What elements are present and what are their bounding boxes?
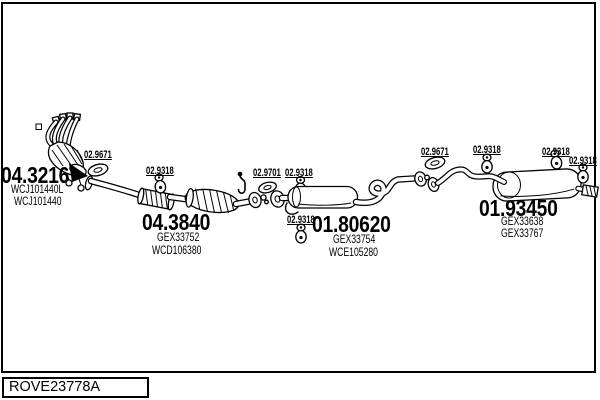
manifold-gasket-icon — [87, 163, 109, 177]
fitting-number-rear-hanger-3[interactable]: 02.9318 — [569, 155, 597, 167]
centre-gasket-icon — [258, 181, 277, 194]
rear-hanger-2-icon — [550, 149, 563, 170]
part-ref-catalyst-2: WCD106380 — [152, 243, 202, 257]
fitting-number-centre-gasket[interactable]: 02.9701 — [253, 167, 281, 179]
fitting-number-front-hanger[interactable]: 02.9318 — [146, 165, 174, 177]
fitting-number-centre-hanger-top[interactable]: 02.9318 — [285, 167, 313, 179]
part-number-manifold[interactable]: 04.3216 — [1, 162, 70, 188]
drawing-code-box: ROVE23778A — [2, 377, 149, 398]
rear-gasket-icon — [424, 156, 446, 170]
tail-connector-drawing — [352, 171, 440, 207]
fitting-number-rear-hanger-1[interactable]: 02.9318 — [473, 144, 501, 156]
fitting-number-manifold-gasket[interactable]: 02.9671 — [84, 149, 112, 161]
tailpipe-tip — [581, 184, 599, 198]
part-ref-rear-silencer-2: GEX33767 — [501, 226, 544, 240]
centre-hanger-bottom-icon — [295, 223, 307, 244]
part-number-rear-silencer[interactable]: 01.93450 — [479, 195, 558, 221]
fitting-number-rear-gasket[interactable]: 02.9671 — [421, 146, 449, 158]
part-ref-manifold-1: WCJ101440L — [11, 182, 64, 196]
rear-hanger-1-icon — [481, 153, 493, 174]
part-ref-centre-silencer-1: GEX33754 — [333, 232, 376, 246]
part-ref-centre-silencer-2: WCE105280 — [329, 245, 378, 259]
part-number-catalyst[interactable]: 04.3840 — [142, 209, 211, 235]
catalyst-drawing — [184, 187, 240, 214]
fitting-number-centre-hanger-bottom[interactable]: 02.9318 — [287, 214, 315, 226]
rear-hanger-3-icon — [577, 163, 589, 184]
pointer-arrow — [69, 163, 88, 182]
part-ref-rear-silencer-1: GEX33638 — [501, 214, 544, 228]
part-ref-manifold-2: WCJ101440 — [14, 194, 62, 208]
front-hanger-icon — [154, 173, 167, 194]
part-ref-catalyst-1: GEX33752 — [157, 230, 200, 244]
drawing-code: ROVE23778A — [9, 379, 101, 395]
fitting-number-rear-hanger-2[interactable]: 02.9318 — [542, 146, 570, 158]
part-number-centre-silencer[interactable]: 01.80620 — [312, 211, 391, 237]
rear-silencer-drawing — [435, 166, 599, 202]
manifold-drawing — [45, 112, 88, 192]
centre-silencer-drawing — [278, 185, 359, 215]
front-pipe-drawing — [84, 175, 146, 200]
hook-bolt-icon — [237, 171, 246, 194]
square-marker-icon — [35, 123, 42, 130]
